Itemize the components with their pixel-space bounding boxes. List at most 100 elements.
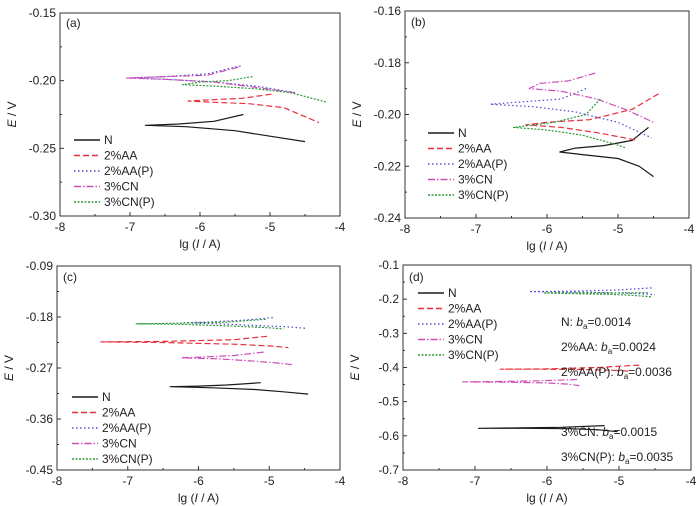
x-axis-title: lg (I / A) xyxy=(179,237,220,251)
tafel-slope-annotation: 3%CN(P): ba=0.0035 xyxy=(561,450,674,466)
legend-label: 3%CN xyxy=(448,333,483,347)
x-tick-label: -7 xyxy=(471,222,482,236)
legend-label: 2%AA(P) xyxy=(102,421,151,435)
panel-label: (d) xyxy=(409,270,424,284)
panel-a: -8 -7 -6 -5 -4 -0.30 -0.25 -0.20 -0.15 lg (I / A)… xyxy=(5,6,346,251)
x-tick-label: -4 xyxy=(335,220,346,234)
y-tick-label: -0.25 xyxy=(29,141,57,155)
legend-label: 2%AA(P) xyxy=(448,317,497,331)
legend-label: 3%CN(P) xyxy=(102,452,153,466)
y-axis-title: E / V xyxy=(348,354,362,380)
y-tick-label: -0.18 xyxy=(26,310,54,324)
y-tick-label: -0.30 xyxy=(29,209,57,223)
y-tick-label: -0.3 xyxy=(378,326,399,340)
y-tick-label: -0.6 xyxy=(378,429,399,443)
y-axis-title: E / V xyxy=(2,355,16,381)
x-tick-label: -7 xyxy=(122,474,133,488)
legend-label: 3%CN xyxy=(458,173,493,187)
series-line-n xyxy=(169,382,309,395)
legend-label: 3%CN xyxy=(104,180,139,194)
x-tick-label: -7 xyxy=(470,474,481,488)
series-line-2aap xyxy=(528,287,656,296)
legend: N 2%AA2%AA(P) 3%CN3%CN(P) xyxy=(72,390,153,466)
x-tick-label: -6 xyxy=(195,220,206,234)
y-tick-label: -0.22 xyxy=(374,159,402,173)
y-tick-label: -0.15 xyxy=(29,6,57,20)
x-tick-label: -8 xyxy=(55,220,66,234)
x-tick-label: -8 xyxy=(398,474,409,488)
x-tick-label: -5 xyxy=(614,474,625,488)
x-tick-label: -4 xyxy=(686,474,697,488)
x-tick-label: -4 xyxy=(684,222,695,236)
y-tick-label: -0.16 xyxy=(374,4,402,18)
tafel-slope-annotation: 2%AA: ba=0.0024 xyxy=(561,340,656,356)
legend-label: 2%AA xyxy=(102,406,135,420)
x-tick-label: -8 xyxy=(52,474,63,488)
x-axis-title: lg (I / A) xyxy=(526,491,567,505)
panel-c: -8 -7 -6 -5 -4 -0.45 -0.36 -0.27 -0.18 -0.09 lg (I… xyxy=(2,259,346,505)
series-line-3cn xyxy=(462,378,580,387)
y-tick-label: -0.2 xyxy=(378,292,399,306)
x-tick-label: -5 xyxy=(613,222,624,236)
series-line-3cn xyxy=(125,66,295,94)
x-tick-label: -8 xyxy=(400,222,411,236)
y-tick-label: -0.1 xyxy=(378,258,399,272)
legend-label: 3%CN(P) xyxy=(458,188,509,202)
y-tick-label: -0.09 xyxy=(26,259,54,273)
y-tick-label: -0.36 xyxy=(26,412,54,426)
x-tick-label: -5 xyxy=(265,220,276,234)
plot-frame xyxy=(404,10,690,219)
legend: N 2%AA2%AA(P) 3%CN3%CN(P) xyxy=(418,286,499,362)
tafel-slope-annotation: N: ba=0.0014 xyxy=(561,315,632,331)
series-line-2aa xyxy=(100,335,289,349)
y-tick-label: -0.4 xyxy=(378,361,399,375)
legend-label: 2%AA xyxy=(104,149,137,163)
legend-label: 2%AA xyxy=(448,302,481,316)
y-axis-title: E / V xyxy=(5,101,19,127)
legend: N 2%AA2%AA(P) 3%CN3%CN(P) xyxy=(428,126,509,202)
series-line-3cn xyxy=(528,72,654,123)
y-tick-label: -0.18 xyxy=(374,56,402,70)
plot-frame xyxy=(56,265,341,471)
series-line-n xyxy=(144,113,306,143)
series-line-n xyxy=(478,425,618,433)
y-tick-label: -0.5 xyxy=(378,395,399,409)
x-tick-label: -6 xyxy=(193,474,204,488)
legend-label: N xyxy=(104,133,113,147)
legend-label: 3%CN(P) xyxy=(448,348,499,362)
legend-label: 2%AA(P) xyxy=(104,164,153,178)
legend: N 2%AA2%AA(P) 3%CN3%CN(P) xyxy=(74,133,155,209)
y-axis-title: E / V xyxy=(350,101,364,127)
y-tick-label: -0.24 xyxy=(374,211,402,225)
x-tick-label: -4 xyxy=(335,474,346,488)
tafel-slope-annotation: 3%CN: ba=0.0015 xyxy=(561,425,658,441)
panel-d: -8 -7 -6 -5 -4 -0.7 -0.6 -0.5 -0.4 -0.3 -0.2 -0.1 lg… xyxy=(348,258,697,505)
legend-label: N xyxy=(102,390,111,404)
series-line-2aa xyxy=(187,93,320,124)
legend-label: 3%CN xyxy=(102,437,137,451)
legend-label: N xyxy=(448,286,457,300)
series-line-2aap xyxy=(489,88,652,139)
series-line-3cn xyxy=(180,351,293,366)
y-tick-label: -0.20 xyxy=(374,108,402,122)
panel-b: -8 -7 -6 -5 -4 -0.24 -0.22 -0.20 -0.18 -0.16 lg (I… xyxy=(350,4,695,253)
panel-label: (c) xyxy=(63,270,77,284)
x-tick-label: -5 xyxy=(264,474,275,488)
x-axis-title: lg (I / A) xyxy=(178,491,219,505)
series-line-3cnp xyxy=(512,98,627,149)
panel-label: (a) xyxy=(66,16,81,30)
panel-label: (b) xyxy=(411,15,426,29)
tafel-slope-annotation: 2%AA(P): ba=0.0036 xyxy=(561,365,672,381)
x-tick-label: -6 xyxy=(542,222,553,236)
series-line-2aa xyxy=(525,93,659,141)
x-tick-label: -7 xyxy=(125,220,136,234)
series-line-3cnp xyxy=(135,318,284,330)
y-tick-label: -0.20 xyxy=(29,74,57,88)
plot-frame xyxy=(59,12,341,217)
series-line-n xyxy=(559,126,654,178)
legend-label: 2%AA xyxy=(458,142,491,156)
legend-label: 3%CN(P) xyxy=(104,195,155,209)
legend-label: 2%AA(P) xyxy=(458,157,507,171)
legend-label: N xyxy=(458,126,467,140)
